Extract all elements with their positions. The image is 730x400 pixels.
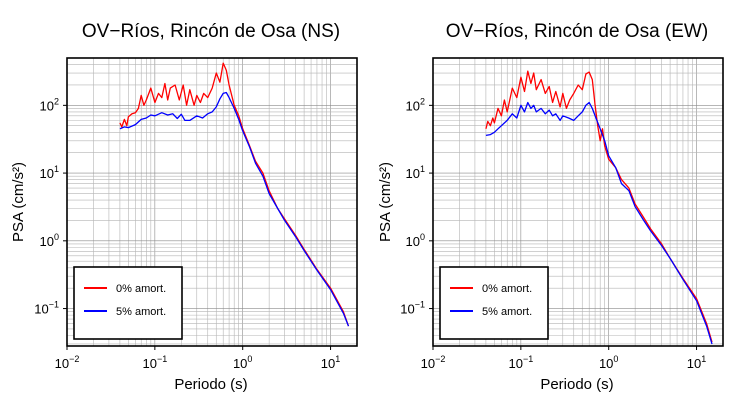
x-axis-label: Periodo (s)	[540, 376, 613, 393]
y-tick-label: 10−1	[400, 300, 425, 317]
y-tick-label: 102	[40, 96, 59, 113]
legend-box	[73, 266, 183, 340]
x-tick-label: 100	[599, 354, 618, 371]
x-tick-label: 10−2	[421, 354, 446, 371]
x-tick-label: 101	[321, 354, 340, 371]
legend-label: 5% amort.	[116, 306, 166, 318]
plot-area-0: 10−2 10−1 100 101 10−1 100 101 102 0% amort. 5% a…	[34, 57, 358, 371]
legend: 0% amort. 5% amort.	[439, 266, 549, 340]
x-axis-label: Periodo (s)	[174, 376, 247, 393]
plot-area-1: 10−2 10−1 100 101 10−1 100 101 102 0% amort. 5% a…	[400, 57, 724, 371]
right-chart: OV−Ríos, Rincón de Osa (EW) Periodo (s) …	[377, 21, 708, 393]
x-tick-label: 10−2	[55, 354, 80, 371]
y-axis-label: PSA (cm/s²)	[10, 162, 27, 242]
y-tick-label: 100	[40, 232, 59, 249]
left-chart: OV−Ríos, Rincón de Osa (NS) Periodo (s) …	[10, 21, 340, 393]
series-line-red	[119, 62, 350, 327]
y-tick-label: 102	[406, 96, 425, 113]
x-tick-label: 10−1	[508, 354, 533, 371]
y-tick-label: 10−1	[34, 300, 59, 317]
y-tick-label: 100	[406, 232, 425, 249]
y-tick-label: 101	[40, 164, 59, 181]
plot-frame	[432, 57, 724, 347]
plot-frame	[66, 57, 358, 347]
x-tick-label: 100	[233, 354, 252, 371]
chart-title: OV−Ríos, Rincón de Osa (NS)	[82, 21, 340, 42]
y-axis-label: PSA (cm/s²)	[377, 162, 394, 242]
legend-label: 0% amort.	[116, 283, 166, 295]
series-line-blue	[119, 91, 350, 327]
chart-title: OV−Ríos, Rincón de Osa (EW)	[446, 21, 708, 42]
series-line-blue	[485, 101, 713, 345]
x-tick-label: 101	[687, 354, 706, 371]
legend-label: 5% amort.	[482, 306, 532, 318]
y-tick-label: 101	[406, 164, 425, 181]
legend-box	[439, 266, 549, 340]
legend: 0% amort. 5% amort.	[73, 266, 183, 340]
x-tick-label: 10−1	[142, 354, 167, 371]
legend-label: 0% amort.	[482, 283, 532, 295]
series-line-red	[485, 70, 713, 343]
